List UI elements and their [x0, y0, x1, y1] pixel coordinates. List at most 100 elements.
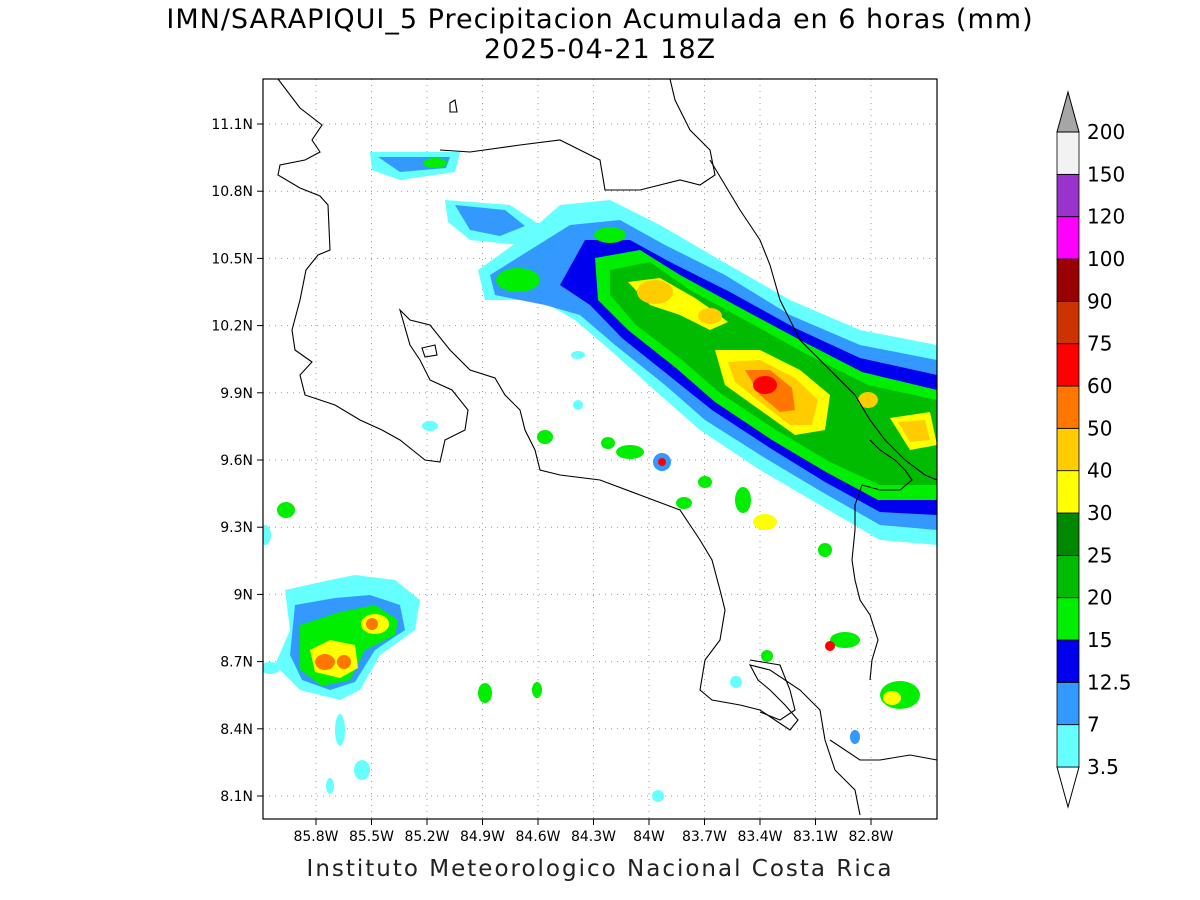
- colorbar-swatch: [1056, 131, 1080, 175]
- nicaragua-north: [439, 79, 716, 191]
- precip-contour: [326, 778, 334, 794]
- precip-contour: [354, 760, 370, 780]
- precipitation-field: [263, 152, 937, 802]
- precip-contour: [277, 502, 295, 518]
- precip-contour: [652, 790, 664, 802]
- colorbar-label: 30: [1087, 501, 1112, 525]
- lon-tick-label: 84.3W: [571, 829, 616, 845]
- precip-contour: [761, 650, 773, 662]
- precip-contour: [730, 676, 742, 688]
- main-rain-band: [478, 200, 937, 545]
- colorbar-label: 100: [1087, 247, 1125, 271]
- colorbar-swatch: [1056, 597, 1080, 641]
- colorbar-label: 60: [1087, 374, 1112, 398]
- precip-contour: [594, 227, 626, 243]
- latitude-axis: 11.1N 10.8N 10.5N 10.2N 9.9N 9.6N 9.3N 9N 8.7N 8.…: [211, 117, 263, 805]
- colorbar-label: 20: [1087, 586, 1112, 610]
- lake-island: [449, 99, 458, 113]
- colorbar-label: 15: [1087, 628, 1112, 652]
- precip-contour: [883, 691, 901, 705]
- lon-tick-label: 83.4W: [737, 829, 782, 845]
- colorbar-swatch: [1056, 724, 1080, 768]
- lat-tick-label: 11.1N: [211, 117, 253, 133]
- precip-contour: [478, 683, 492, 703]
- nicaragua-coast: [277, 79, 861, 816]
- lat-tick-label: 9.6N: [220, 453, 253, 469]
- colorbar-swatch: [1056, 385, 1080, 429]
- lat-tick-label: 9.3N: [220, 520, 253, 536]
- colorbar-label: 120: [1087, 205, 1125, 229]
- precip-contour: [571, 351, 585, 359]
- coastlines-borders: [277, 79, 937, 816]
- colorbar-swatch: [1056, 554, 1080, 599]
- colorbar-swatch: [1056, 427, 1080, 472]
- precip-contour: [263, 662, 280, 674]
- colorbar-swatch: [1056, 343, 1080, 387]
- caribbean-coast: [709, 159, 937, 481]
- lat-tick-label: 9.9N: [220, 386, 253, 402]
- precip-contour: [818, 543, 832, 557]
- lon-tick-label: 83.1W: [793, 829, 838, 845]
- colorbar-swatch: [1056, 512, 1080, 556]
- colorbar-label: 25: [1087, 543, 1112, 567]
- lon-tick-label: 85.5W: [349, 829, 394, 845]
- precip-contour: [496, 268, 540, 292]
- colorbar-label: 200: [1087, 120, 1125, 144]
- precip-contour: [423, 158, 447, 168]
- osa-peninsula: [749, 659, 796, 721]
- precip-contour: [537, 430, 553, 444]
- lat-tick-label: 10.2N: [211, 319, 253, 335]
- precip-contour: [455, 205, 525, 236]
- precip-contour: [825, 641, 835, 651]
- lon-tick-label: 85.2W: [404, 829, 449, 845]
- lon-tick-label: 84W: [633, 829, 665, 845]
- colorbar-label: 40: [1087, 459, 1112, 483]
- precip-contour: [422, 421, 438, 431]
- colorbar-label: 75: [1087, 332, 1112, 356]
- precip-contour: [898, 420, 930, 442]
- colorbar-label: 50: [1087, 416, 1112, 440]
- precip-contour: [573, 400, 583, 410]
- precip-contour: [753, 514, 777, 530]
- precip-contour: [676, 497, 692, 509]
- lon-tick-label: 82.8W: [848, 829, 893, 845]
- precip-contour: [858, 392, 878, 408]
- precip-contour: [698, 476, 712, 488]
- lat-tick-label: 10.8N: [211, 184, 253, 200]
- colorbar-label: 12.5: [1087, 670, 1132, 694]
- precip-contour: [658, 458, 666, 466]
- panama-border: [851, 439, 913, 681]
- burica: [829, 739, 937, 761]
- precip-contour: [315, 654, 335, 670]
- colorbar-legend: 3.5 7 12.5 15 20 25 30 40 50 60 75 90 100 120 150 200: [1056, 90, 1132, 809]
- colorbar-label: 3.5: [1087, 755, 1119, 779]
- colorbar-swatch: [1056, 681, 1080, 726]
- precip-contour: [753, 376, 777, 394]
- lat-tick-label: 9N: [234, 587, 253, 603]
- lon-tick-label: 85.8W: [293, 829, 338, 845]
- precip-contour: [335, 714, 345, 746]
- lon-tick-label: 84.9W: [460, 829, 505, 845]
- precip-contour: [830, 632, 860, 648]
- colorbar-swatch: [1056, 216, 1080, 260]
- precip-contour: [637, 280, 673, 304]
- precip-contour: [735, 487, 751, 513]
- colorbar-arrow-high: [1056, 90, 1080, 133]
- colorbar-label: 90: [1087, 289, 1112, 313]
- precip-contour: [366, 618, 378, 630]
- precip-contour: [850, 730, 860, 744]
- lat-tick-label: 8.4N: [220, 722, 253, 738]
- lat-tick-label: 8.1N: [220, 789, 253, 805]
- colorbar-swatch: [1056, 470, 1080, 514]
- precip-contour: [532, 682, 542, 698]
- colorbar-swatch: [1056, 300, 1080, 345]
- nicoya-island: [421, 344, 438, 358]
- precip-contour: [337, 655, 351, 669]
- colorbar-swatch: [1056, 173, 1080, 218]
- lat-tick-label: 8.7N: [220, 655, 253, 671]
- map-frame: [262, 78, 938, 820]
- precip-contour: [698, 308, 722, 324]
- colorbar-label: 150: [1087, 162, 1125, 186]
- precip-contour: [616, 445, 644, 459]
